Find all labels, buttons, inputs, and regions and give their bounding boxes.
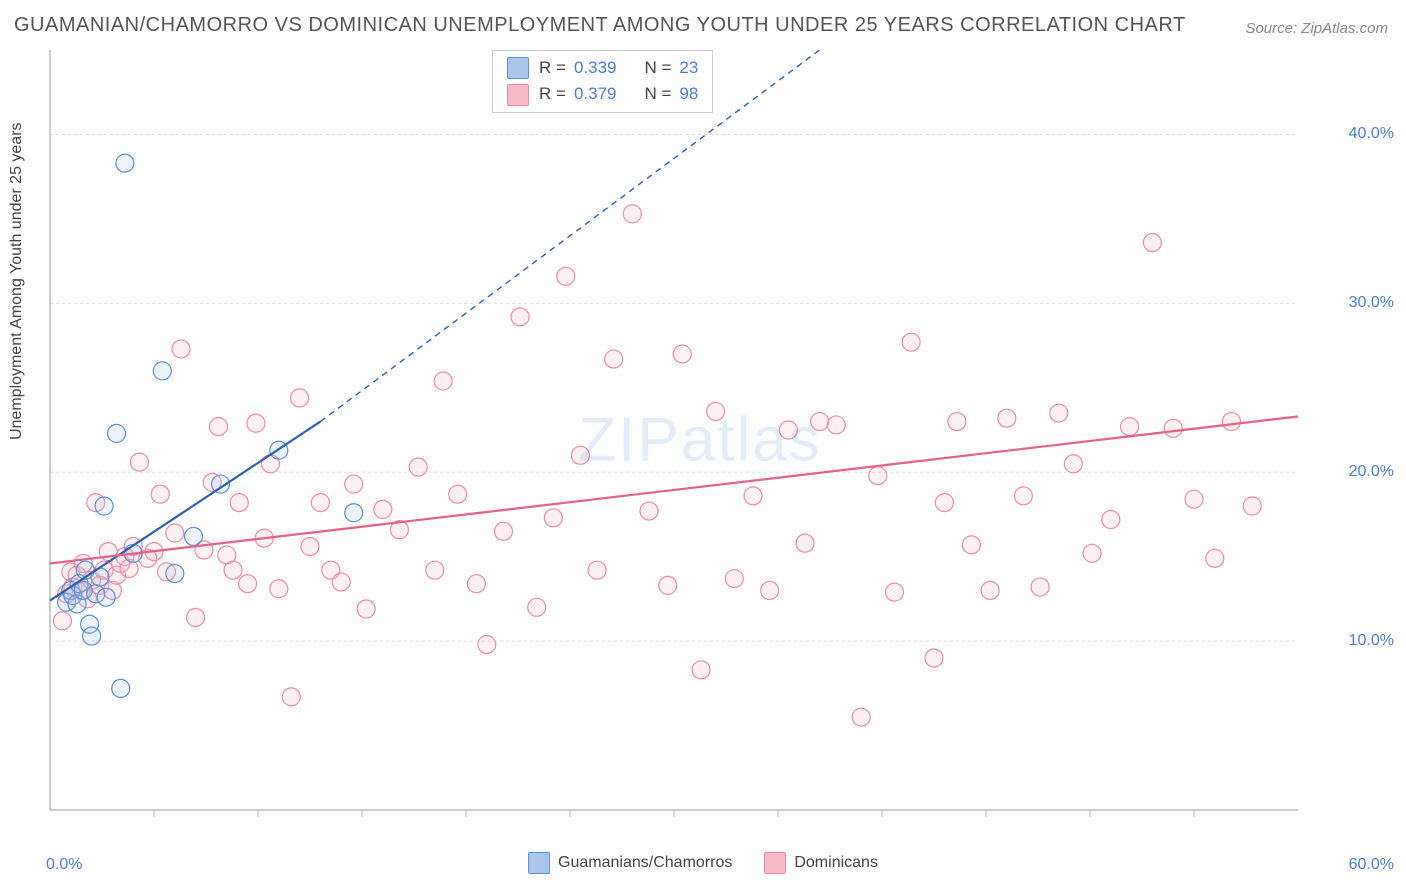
plot-area xyxy=(48,48,1358,838)
source-attribution: Source: ZipAtlas.com xyxy=(1245,20,1388,37)
y-tick-label: 10.0% xyxy=(1349,632,1394,650)
legend-item-series-1: Guamanians/Chamorros xyxy=(528,852,732,874)
swatch-series-1 xyxy=(507,57,529,79)
bottom-legend: Guamanians/Chamorros Dominicans xyxy=(528,852,878,874)
stats-row-series-1: R = 0.339 N = 23 xyxy=(507,55,698,81)
x-tick-label: 0.0% xyxy=(46,856,82,874)
x-tick-label: 60.0% xyxy=(1349,856,1394,874)
stats-row-series-2: R = 0.379 N = 98 xyxy=(507,81,698,107)
legend-swatch-series-2 xyxy=(764,852,786,874)
legend-item-series-2: Dominicans xyxy=(764,852,878,874)
n-value-series-2: 98 xyxy=(679,81,698,107)
y-tick-label: 20.0% xyxy=(1349,463,1394,481)
n-label: N = xyxy=(644,55,671,81)
n-label: N = xyxy=(644,81,671,107)
legend-label-series-1: Guamanians/Chamorros xyxy=(558,854,732,872)
n-value-series-1: 23 xyxy=(679,55,698,81)
r-value-series-2: 0.379 xyxy=(574,81,617,107)
y-tick-label: 40.0% xyxy=(1349,125,1394,143)
y-tick-label: 30.0% xyxy=(1349,294,1394,312)
scatter-chart-svg xyxy=(48,48,1358,838)
y-axis-label: Unemployment Among Youth under 25 years xyxy=(8,122,26,440)
legend-label-series-2: Dominicans xyxy=(794,854,878,872)
r-label: R = xyxy=(539,55,566,81)
legend-swatch-series-1 xyxy=(528,852,550,874)
swatch-series-2 xyxy=(507,84,529,106)
r-label: R = xyxy=(539,81,566,107)
chart-title: GUAMANIAN/CHAMORRO VS DOMINICAN UNEMPLOY… xyxy=(14,14,1186,37)
stats-legend-box: R = 0.339 N = 23 R = 0.379 N = 98 xyxy=(492,50,713,113)
r-value-series-1: 0.339 xyxy=(574,55,617,81)
